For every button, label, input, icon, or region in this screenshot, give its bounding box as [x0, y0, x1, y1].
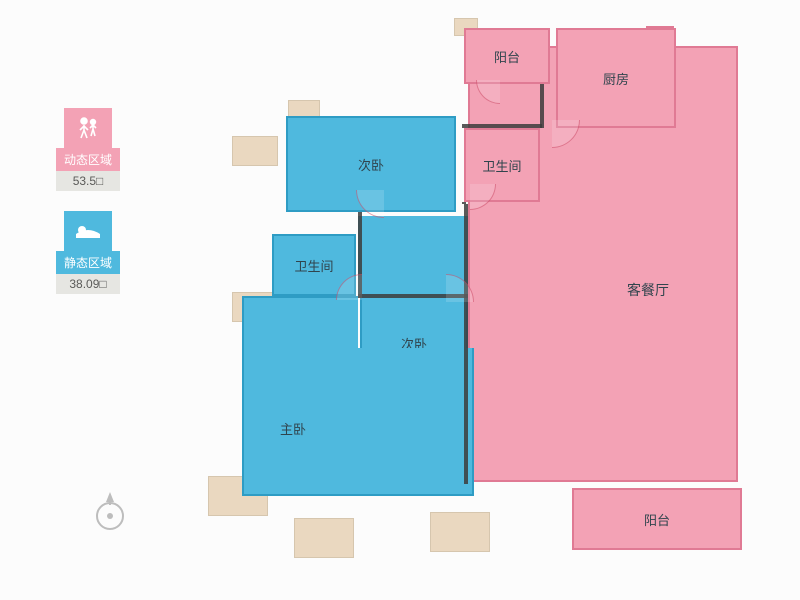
exterior-notch	[232, 136, 278, 166]
people-icon	[64, 108, 112, 148]
room-label-bed2_top: 次卧	[358, 155, 384, 174]
floorplan: 阳台厨房卫生间客餐厅阳台次卧卫生间次卧主卧	[208, 20, 778, 580]
legend-quiet-value: 38.09□	[56, 274, 120, 294]
legend-active-label: 动态区域	[56, 148, 120, 171]
room-balcony_top: 阳台	[464, 28, 550, 84]
room-kitchen: 厨房	[556, 28, 676, 128]
room-label-balcony_bottom: 阳台	[644, 510, 670, 529]
wall-segment	[540, 84, 544, 128]
legend-active-zone: 动态区域 53.5□	[56, 108, 120, 191]
room-label-living: 客餐厅	[627, 280, 669, 300]
legend: 动态区域 53.5□ 静态区域 38.09□	[56, 108, 120, 314]
wall-segment	[464, 204, 468, 484]
exterior-notch	[430, 512, 490, 552]
exterior-notch	[294, 518, 354, 558]
room-label-balcony_top: 阳台	[494, 47, 520, 66]
sleep-icon	[64, 211, 112, 251]
room-balcony_bottom: 阳台	[572, 488, 742, 550]
legend-quiet-label: 静态区域	[56, 251, 120, 274]
page-canvas: 动态区域 53.5□ 静态区域 38.09□ 阳台厨房卫生间客餐厅阳台次卧卫生间…	[0, 0, 800, 600]
legend-active-value: 53.5□	[56, 171, 120, 191]
room-label-kitchen: 厨房	[603, 69, 629, 88]
wall-segment	[462, 124, 542, 128]
room-label-master: 主卧	[280, 419, 306, 438]
room-label-bath_left: 卫生间	[294, 256, 333, 275]
compass-icon	[92, 488, 128, 532]
room-label-bath_top: 卫生间	[482, 156, 521, 175]
legend-quiet-zone: 静态区域 38.09□	[56, 211, 120, 294]
